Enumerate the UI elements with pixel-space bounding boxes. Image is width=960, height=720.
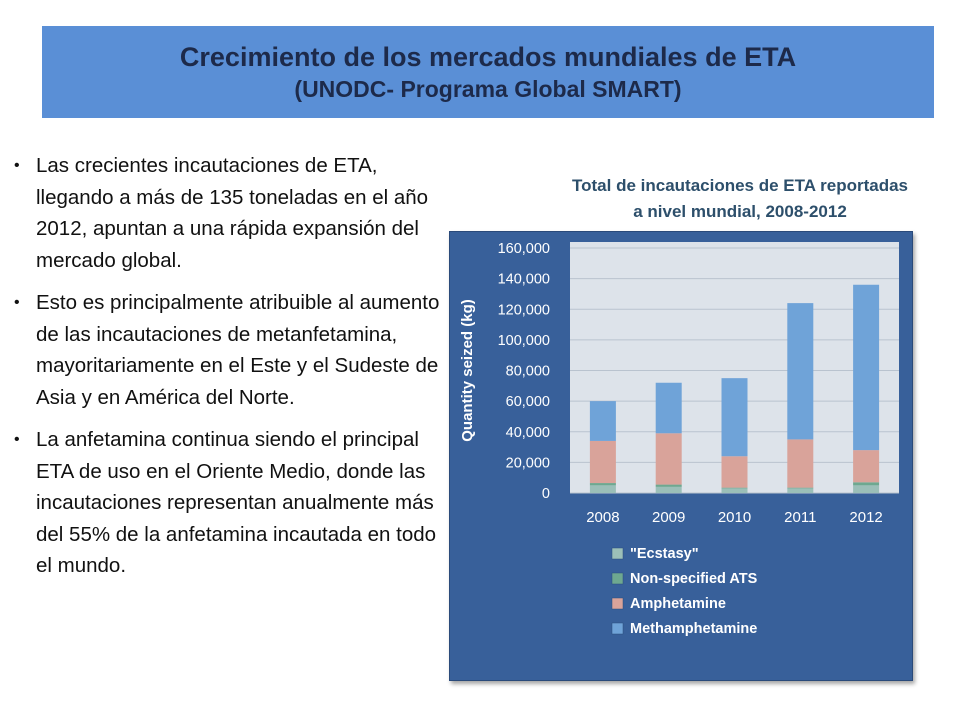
- legend-label: Amphetamine: [630, 596, 726, 612]
- legend-swatch: [611, 597, 624, 610]
- bar-segment: [853, 450, 880, 483]
- chart-title-line: Total de incautaciones de ETA reportadas: [572, 176, 908, 195]
- legend-label: Non-specified ATS: [630, 571, 758, 587]
- bullet-icon: •: [14, 157, 20, 174]
- legend-swatch: [611, 547, 624, 560]
- bar-segment: [853, 284, 880, 451]
- bar-segment: [655, 484, 682, 487]
- bar-segment: [721, 488, 748, 493]
- legend-swatch: [611, 572, 624, 585]
- bar-segment: [787, 303, 814, 440]
- bullet-item: • Las crecientes incautaciones de ETA, ll…: [14, 150, 454, 276]
- stacked-bar-chart: 0 20,000 40,000 60,000 80,000 100,000 120,000 1…: [459, 241, 899, 637]
- bar-segment: [589, 440, 616, 484]
- bullet-item: • La anfetamina continua siendo el princi…: [14, 424, 454, 582]
- bar-segment: [721, 378, 748, 457]
- bar-segment: [721, 487, 748, 489]
- bar-segment: [787, 487, 814, 489]
- bar-segment: [655, 486, 682, 493]
- x-tick-label: 2011: [784, 509, 816, 526]
- y-axis-label: Quantity seized (kg): [459, 299, 476, 442]
- bar-segment: [853, 482, 880, 486]
- bar-segment: [853, 485, 880, 493]
- slide-title: Crecimiento de los mercados mundiales de…: [179, 42, 797, 72]
- x-tick-label: 2009: [652, 509, 685, 526]
- y-tick-label: 20,000: [506, 455, 550, 471]
- bar-segment: [787, 488, 814, 493]
- chart-title-line: a nivel mundial, 2008-2012: [633, 202, 847, 221]
- slide-subtitle: (UNODC- Programa Global SMART): [294, 76, 682, 102]
- bullet-text: La anfetamina continua siendo el princip…: [36, 428, 437, 577]
- bar-segment: [721, 456, 748, 488]
- bullet-text: Esto es principalmente atribuible al aum…: [36, 291, 440, 409]
- legend-label: Methamphetamine: [630, 621, 757, 637]
- title-banner: Crecimiento de los mercados mundiales de…: [42, 26, 934, 118]
- bar-segment: [589, 485, 616, 493]
- y-tick-label: 40,000: [506, 425, 550, 441]
- bar-segment: [655, 382, 682, 434]
- y-tick-label: 80,000: [506, 364, 550, 380]
- bullet-icon: •: [14, 294, 20, 311]
- bar-segment: [787, 439, 814, 488]
- x-tick-label: 2010: [718, 509, 751, 526]
- bullet-item: • Esto es principalmente atribuible al au…: [14, 287, 454, 413]
- bullet-list: • Las crecientes incautaciones de ETA, ll…: [14, 150, 454, 593]
- chart-panel: 0 20,000 40,000 60,000 80,000 100,000 120,000 1…: [449, 231, 913, 681]
- x-tick-label: 2012: [849, 509, 882, 526]
- bar-segment: [655, 433, 682, 485]
- x-tick-label: 2008: [586, 509, 619, 526]
- bullet-text: Las crecientes incautaciones de ETA, lle…: [36, 154, 429, 272]
- bar-segment: [589, 483, 616, 486]
- legend-swatch: [611, 622, 624, 635]
- legend-label: "Ecstasy": [630, 546, 699, 562]
- y-tick-label: 160,000: [498, 241, 550, 257]
- y-tick-label: 140,000: [498, 272, 550, 288]
- y-tick-label: 120,000: [498, 302, 550, 318]
- chart-title: Total de incautaciones de ETA reportadas…: [520, 173, 960, 225]
- bar-segment: [589, 401, 616, 441]
- y-tick-label: 100,000: [498, 333, 550, 349]
- y-tick-label: 60,000: [506, 394, 550, 410]
- bullet-icon: •: [14, 431, 20, 448]
- y-tick-label: 0: [542, 486, 550, 502]
